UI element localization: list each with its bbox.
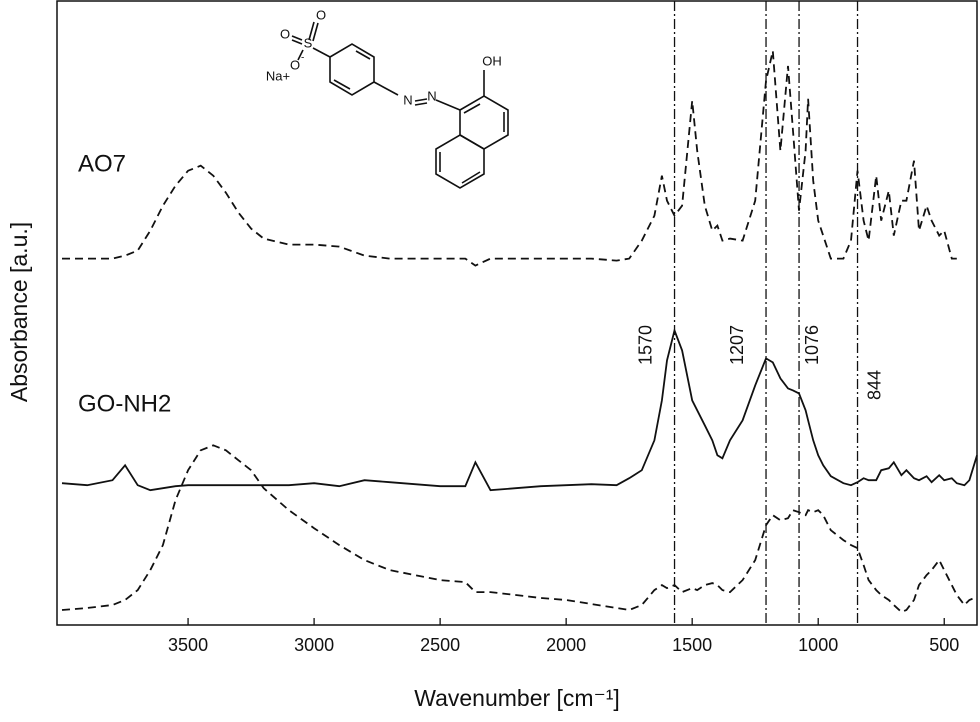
atom-label: Na+ — [266, 68, 290, 83]
atom-label: N — [427, 88, 436, 103]
reference-label: 1570 — [635, 325, 655, 365]
atom-label: S — [304, 35, 313, 50]
series-label: AO7 — [78, 150, 126, 177]
molecule-labels: O O S O - Na+ N N OH — [266, 7, 502, 107]
series-label: GO-NH2 — [78, 390, 171, 417]
reference-label: 844 — [864, 370, 884, 400]
reference-label: 1207 — [727, 325, 747, 365]
plot-frame — [56, 0, 978, 626]
atom-label: O — [280, 26, 290, 41]
x-tick-label: 3500 — [168, 635, 208, 655]
molecule — [291, 21, 509, 189]
spectrum-line — [61, 327, 978, 492]
x-tick-label: 1500 — [672, 635, 712, 655]
spectrum-line — [62, 50, 957, 267]
atom-label: O — [316, 7, 326, 22]
atom-label: O — [290, 57, 300, 72]
x-tick-label: 2000 — [546, 635, 586, 655]
x-axis-title: Wavenumber [cm⁻¹] — [414, 685, 620, 711]
spectrum-line — [61, 444, 978, 614]
atom-charge: - — [301, 53, 304, 64]
x-tick-label: 2500 — [420, 635, 460, 655]
x-tick-label: 1000 — [798, 635, 838, 655]
atom-label: N — [403, 92, 412, 107]
x-tick-label: 500 — [929, 635, 959, 655]
reference-label: 1076 — [802, 325, 822, 365]
atom-label: OH — [482, 53, 502, 68]
y-axis-title: Absorbance [a.u.] — [6, 222, 32, 402]
x-tick-label: 3000 — [294, 635, 334, 655]
